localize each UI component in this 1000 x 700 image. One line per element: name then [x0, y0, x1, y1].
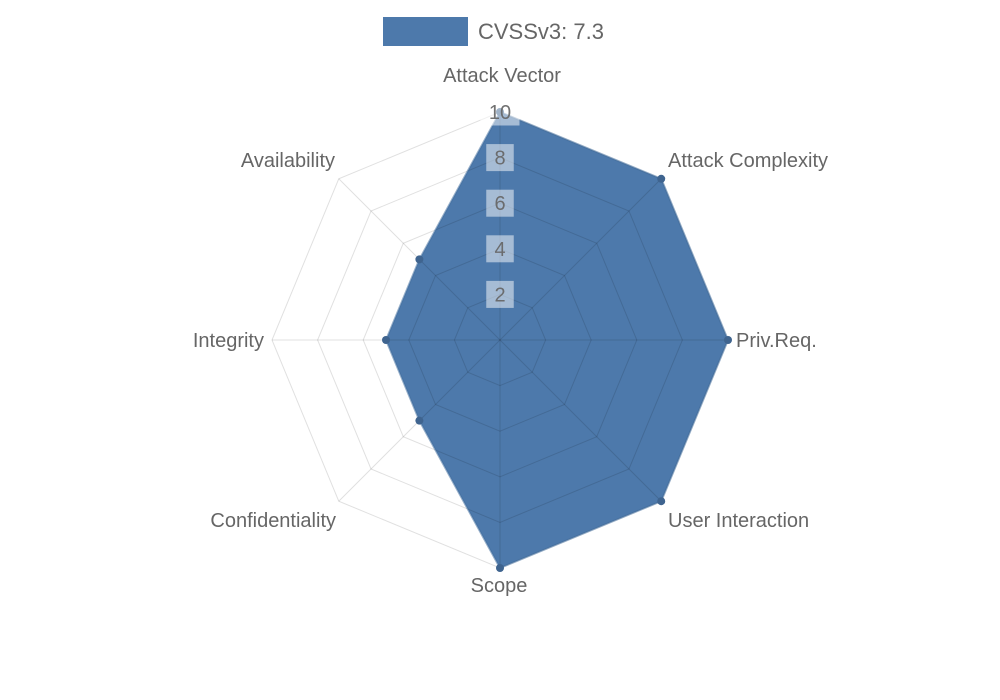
radar-point-marker[interactable]: [657, 174, 666, 183]
radar-grid-ring: [362, 202, 638, 478]
radar-point-marker[interactable]: [496, 564, 504, 572]
radar-data-polygon: [386, 112, 728, 568]
radar-tick-label: 10: [489, 102, 511, 124]
radar-category-label: User Interaction: [668, 510, 809, 532]
radar-grid-ring: [408, 248, 592, 432]
radar-point-marker[interactable]: [415, 416, 424, 425]
radar-point-marker[interactable]: [724, 336, 732, 344]
radar-point-marker[interactable]: [415, 255, 424, 264]
radar-category-label: Integrity: [193, 330, 264, 352]
radar-category-label: Attack Vector: [443, 65, 561, 87]
radar-category-label: Confidentiality: [210, 510, 336, 532]
radar-category-label: Availability: [241, 150, 335, 172]
radar-tick-backdrop: [486, 189, 514, 217]
radar-axis-line: [499, 339, 662, 502]
radar-category-label: Attack Complexity: [668, 150, 828, 172]
radar-tick-label: 2: [494, 284, 505, 306]
radar-point-marker[interactable]: [657, 497, 666, 506]
radar-tick-backdrop: [486, 280, 514, 308]
legend-item-cvssv3[interactable]: CVSSv3: 7.3: [383, 17, 604, 46]
radar-tick-label: 8: [494, 148, 505, 170]
legend-label: CVSSv3: 7.3: [478, 18, 604, 44]
radar-category-label: Priv.Req.: [736, 330, 817, 352]
radar-axis-line: [499, 178, 662, 341]
chart-legend: CVSSv3: 7.3: [383, 17, 604, 46]
legend-swatch: [383, 17, 468, 46]
radar-tick-label: 4: [494, 239, 505, 261]
radar-grid-ring: [317, 157, 683, 523]
radar-tick-backdrop: [486, 144, 514, 172]
radar-tick-backdrop: [480, 98, 520, 126]
radar-tick-label: 6: [494, 193, 505, 215]
radar-grid-ring: [453, 293, 547, 387]
radar-category-label: Scope: [471, 575, 528, 597]
radar-tick-backdrop: [486, 235, 514, 263]
radar-point-marker[interactable]: [382, 336, 390, 344]
